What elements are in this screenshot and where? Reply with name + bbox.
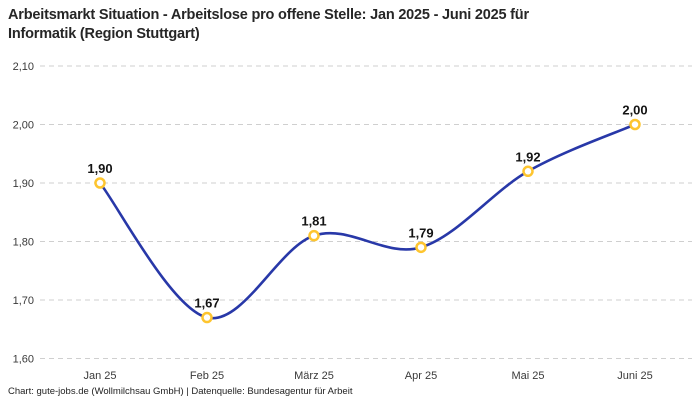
x-tick-label: März 25 [294, 370, 334, 382]
line-series [98, 123, 637, 320]
data-point-label: 1,67 [194, 296, 219, 311]
x-tick-label: Mai 25 [511, 370, 544, 382]
y-tick-label: 1,90 [13, 178, 34, 190]
chart-title: Arbeitsmarkt Situation - Arbeitslose pro… [8, 6, 529, 44]
data-point-label: 1,92 [515, 149, 540, 164]
data-point-label: 1,79 [408, 225, 433, 240]
y-tick-label: 1,70 [13, 295, 34, 307]
data-point-marker [201, 311, 213, 324]
data-point-label: 1,90 [87, 161, 112, 176]
y-tick-label: 1,80 [13, 237, 34, 249]
chart-title-line2: Informatik (Region Stuttgart) [8, 26, 200, 42]
chart-footer: Chart: gute-jobs.de (Wollmilchsau GmbH) … [8, 386, 353, 397]
x-tick-label: Jan 25 [83, 370, 116, 382]
data-point-label: 1,81 [301, 214, 326, 229]
chart-title-line1: Arbeitsmarkt Situation - Arbeitslose pro… [8, 7, 529, 23]
x-tick-label: Apr 25 [405, 370, 437, 382]
data-point-marker [308, 229, 320, 242]
data-point-marker [415, 241, 427, 254]
data-point-label: 2,00 [622, 103, 647, 118]
x-tick-label: Feb 25 [190, 370, 224, 382]
data-point-marker [522, 165, 534, 178]
y-tick-label: 2,00 [13, 120, 34, 132]
y-tick-label: 1,60 [13, 354, 34, 366]
y-tick-label: 2,10 [13, 61, 34, 73]
data-point-marker [94, 177, 106, 189]
x-tick-label: Juni 25 [617, 370, 652, 382]
data-point-marker [629, 118, 641, 131]
